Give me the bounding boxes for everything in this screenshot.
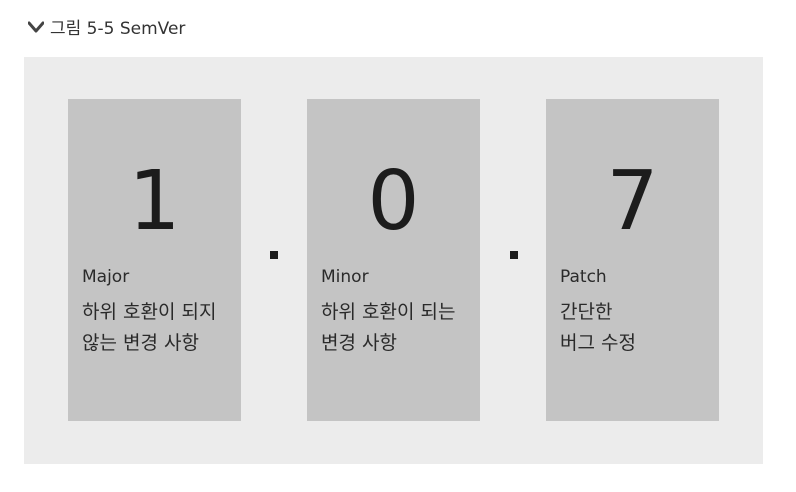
figure-caption: 그림 5-5 SemVer <box>28 14 185 39</box>
major-digit: 1 <box>128 154 181 249</box>
minor-card: 0 Minor 하위 호환이 되는 변경 사항 <box>307 99 480 421</box>
semver-diagram: 1 Major 하위 호환이 되지 않는 변경 사항 0 Minor 하위 호환… <box>24 57 763 464</box>
caption-text: 그림 5-5 SemVer <box>50 19 186 39</box>
major-card: 1 Major 하위 호환이 되지 않는 변경 사항 <box>68 99 241 421</box>
patch-label: Patch <box>560 267 607 287</box>
chevron-down-icon <box>28 21 44 32</box>
version-separator-dot <box>510 251 518 259</box>
major-label: Major <box>82 267 130 287</box>
minor-digit: 0 <box>367 154 420 249</box>
version-separator-dot <box>270 251 278 259</box>
major-description: 하위 호환이 되지 않는 변경 사항 <box>82 301 217 354</box>
patch-description: 간단한 버그 수정 <box>560 301 636 354</box>
patch-card: 7 Patch 간단한 버그 수정 <box>546 99 719 421</box>
minor-label: Minor <box>321 267 369 287</box>
minor-description: 하위 호환이 되는 변경 사항 <box>321 301 456 354</box>
patch-digit: 7 <box>606 154 659 249</box>
